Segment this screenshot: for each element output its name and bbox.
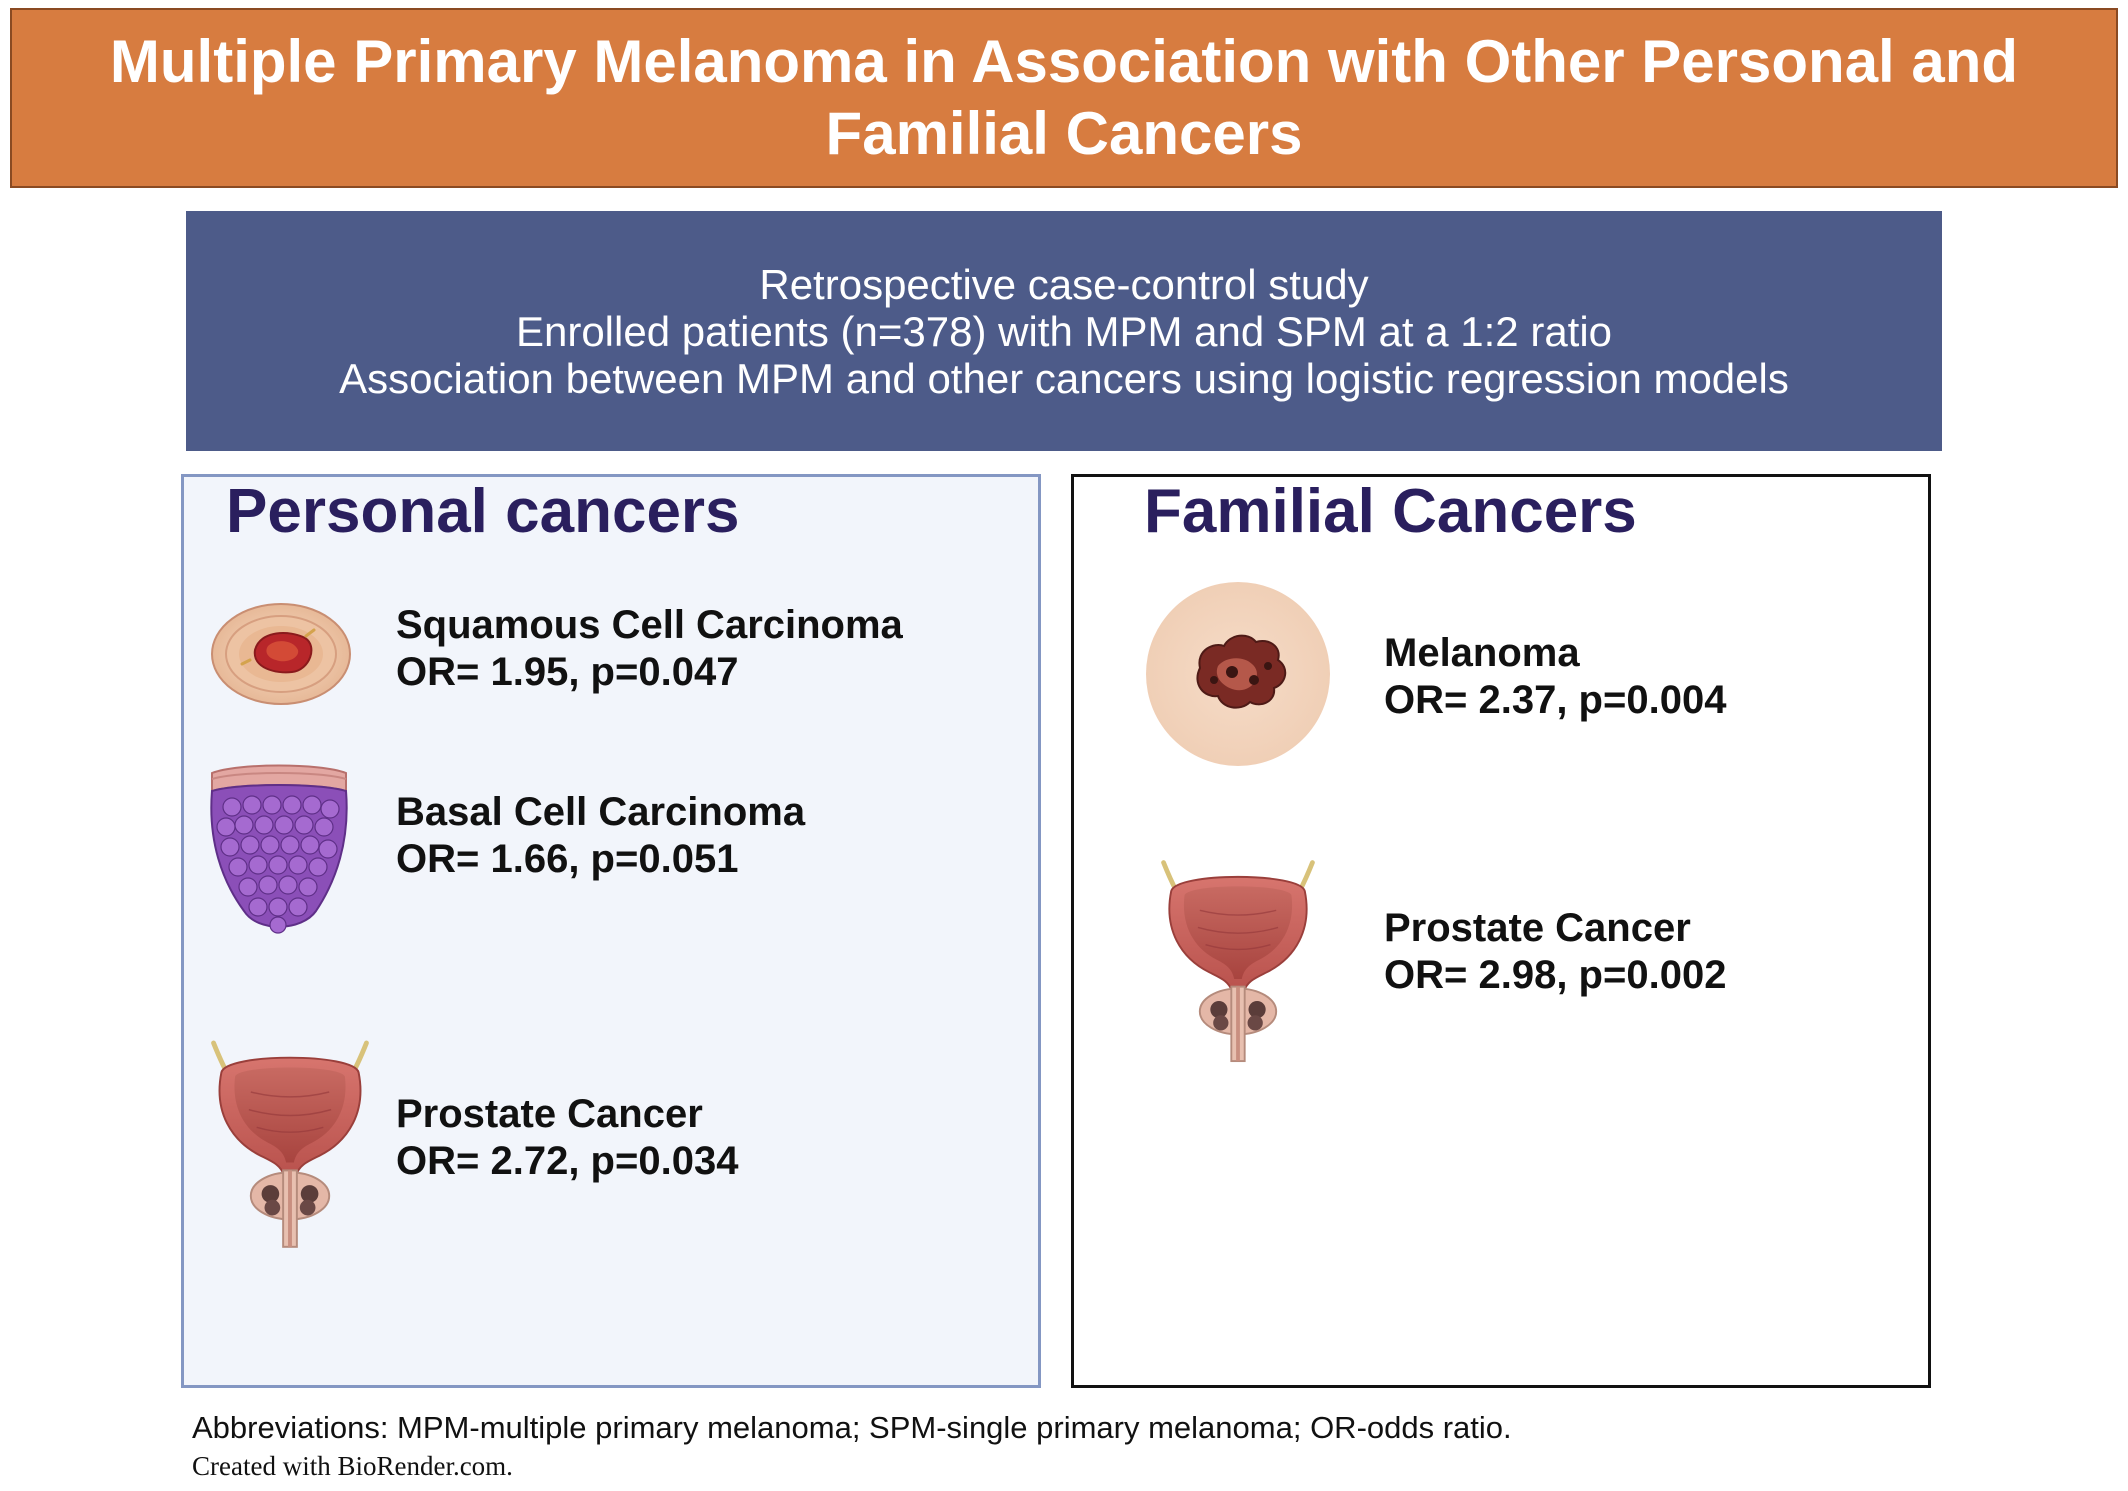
page-title: Multiple Primary Melanoma in Association… [109,28,2019,167]
odds-ratio-stat: OR= 2.72, p=0.034 [396,1139,739,1183]
odds-ratio-stat: OR= 1.66, p=0.051 [396,837,739,881]
melanoma-icon [1146,582,1330,766]
personal-item-text: Basal Cell Carcinoma OR= 1.66, p=0.051 [396,789,805,883]
footer: Abbreviations: MPM-multiple primary mela… [192,1408,1512,1484]
abbreviations-note: Abbreviations: MPM-multiple primary mela… [192,1410,1512,1445]
prostate-icon [192,1033,388,1249]
cancer-name: Prostate Cancer [1384,906,1691,950]
study-summary-box: Retrospective case-control study Enrolle… [186,211,1942,451]
prostate-icon [1140,853,1336,1063]
study-method-line: Association between MPM and other cancer… [339,354,1789,402]
personal-cancers-panel: Personal cancers Squamous Cell Carcinoma… [181,474,1041,1388]
personal-item-text: Squamous Cell Carcinoma OR= 1.95, p=0.04… [396,602,903,696]
cancer-name: Basal Cell Carcinoma [396,790,806,834]
cancer-name: Prostate Cancer [396,1092,703,1136]
familial-cancers-heading: Familial Cancers [1144,477,1637,546]
odds-ratio-stat: OR= 2.37, p=0.004 [1384,678,1727,722]
familial-cancers-panel: Familial Cancers Melanoma OR= 2.37, p=0.… [1071,474,1931,1388]
odds-ratio-stat: OR= 2.98, p=0.002 [1384,953,1727,997]
basal-cell-carcinoma-icon [210,764,348,934]
familial-item-text: Prostate Cancer OR= 2.98, p=0.002 [1384,905,1726,999]
squamous-cell-carcinoma-icon [211,603,351,705]
study-design-line: Retrospective case-control study [759,260,1369,308]
study-enrollment-line: Enrolled patients (n=378) with MPM and S… [515,307,1613,355]
personal-item-text: Prostate Cancer OR= 2.72, p=0.034 [396,1091,738,1185]
title-banner: Multiple Primary Melanoma in Association… [10,8,2118,188]
personal-cancers-heading: Personal cancers [226,477,740,546]
odds-ratio-stat: OR= 1.95, p=0.047 [396,650,739,694]
cancer-name: Melanoma [1384,631,1580,675]
cancer-name: Squamous Cell Carcinoma [396,603,903,647]
biorender-credit: Created with BioRender.com. [192,1451,513,1481]
familial-item-text: Melanoma OR= 2.37, p=0.004 [1384,630,1726,724]
